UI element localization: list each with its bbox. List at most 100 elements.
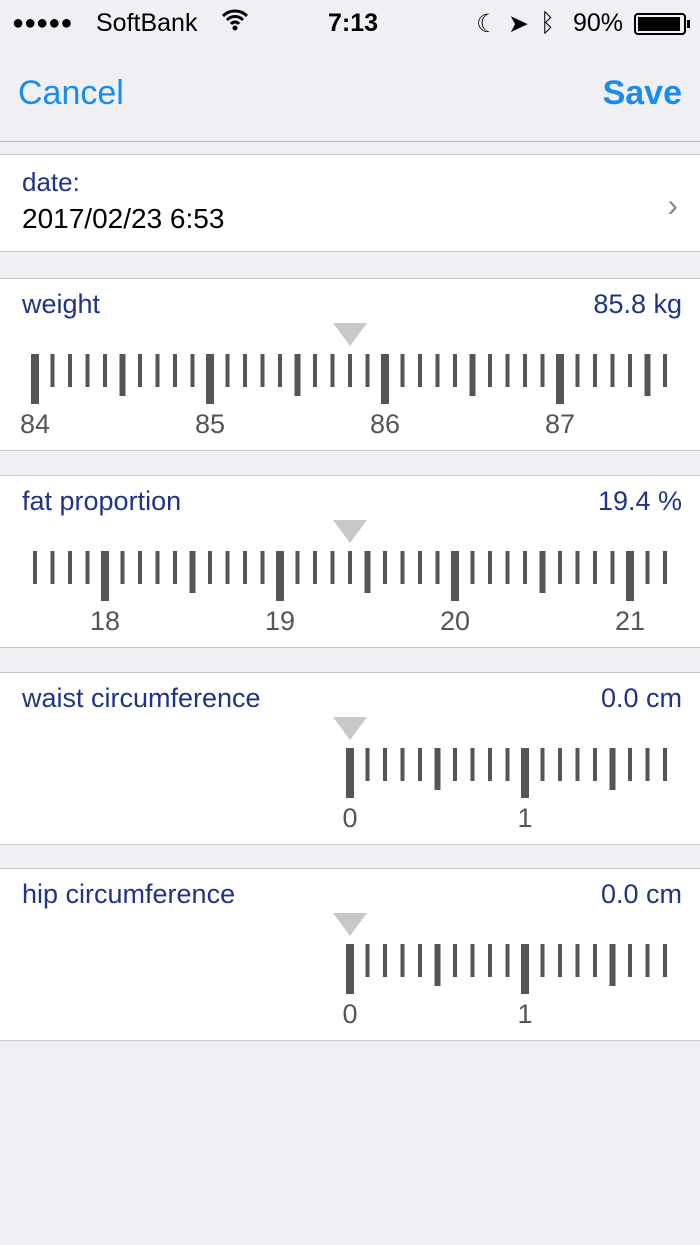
- minor-tick: [50, 551, 55, 584]
- minor-tick: [103, 354, 107, 387]
- major-tick: [346, 944, 354, 994]
- tick-label: 85: [195, 409, 225, 439]
- minor-tick: [138, 551, 142, 584]
- clock: 7:13: [328, 9, 379, 37]
- minor-tick: [575, 748, 580, 781]
- tick-label: 0: [342, 999, 357, 1029]
- minor-tick: [663, 354, 667, 387]
- weight-section: weight 85.8 kg 84 85 86 87: [0, 278, 700, 451]
- major-tick: [521, 748, 529, 798]
- minor-tick: [225, 551, 230, 584]
- minor-tick: [330, 551, 335, 584]
- minor-tick: [155, 551, 160, 584]
- minor-tick: [470, 748, 475, 781]
- minor-tick: [225, 354, 230, 387]
- minor-tick: [383, 551, 387, 584]
- minor-tick: [540, 944, 545, 977]
- minor-tick: [663, 748, 667, 781]
- tick-label: 19: [265, 606, 295, 636]
- minor-tick: [85, 551, 90, 584]
- minor-tick: [539, 551, 546, 593]
- minor-tick: [33, 551, 37, 584]
- date-row[interactable]: date: 2017/02/23 6:53 ›: [0, 154, 700, 252]
- minor-tick: [119, 354, 126, 396]
- minor-tick: [190, 354, 195, 387]
- minor-tick: [628, 748, 632, 781]
- minor-tick: [645, 944, 650, 977]
- date-value: 2017/02/23 6:53: [22, 203, 225, 234]
- major-tick: [31, 354, 39, 404]
- major-tick: [381, 354, 389, 404]
- tick-label: 20: [440, 606, 470, 636]
- tick-label: 18: [90, 606, 120, 636]
- measurement-value: 85.8 kg: [593, 289, 682, 319]
- fat-proportion-section: fat proportion 19.4 % 18 19 20 21: [0, 475, 700, 648]
- nav-bar: Cancel Save: [0, 46, 700, 142]
- measurement-title: waist circumference: [22, 683, 261, 713]
- minor-tick: [470, 551, 475, 584]
- minor-tick: [50, 354, 55, 387]
- weight-ruler-slider[interactable]: 84 85 86 87: [0, 279, 700, 451]
- minor-tick: [330, 354, 335, 387]
- tick-label: 87: [545, 409, 575, 439]
- minor-tick: [505, 748, 510, 781]
- minor-tick: [85, 354, 90, 387]
- tick-label: 84: [20, 409, 50, 439]
- minor-tick: [400, 354, 405, 387]
- minor-tick: [645, 551, 650, 584]
- minor-tick: [505, 354, 510, 387]
- minor-tick: [68, 551, 72, 584]
- major-tick: [556, 354, 564, 404]
- date-label: date:: [22, 167, 80, 197]
- major-tick: [101, 551, 109, 601]
- minor-tick: [434, 748, 441, 790]
- pointer-icon: [333, 913, 367, 936]
- major-tick: [206, 354, 214, 404]
- measurement-title: fat proportion: [22, 486, 182, 516]
- minor-tick: [575, 944, 580, 977]
- minor-tick: [453, 944, 457, 977]
- minor-tick: [418, 944, 422, 977]
- battery-percent: 90%: [573, 9, 624, 37]
- minor-tick: [540, 354, 545, 387]
- minor-tick: [138, 354, 142, 387]
- minor-tick: [558, 551, 562, 584]
- minor-tick: [243, 354, 247, 387]
- minor-tick: [208, 551, 212, 584]
- minor-tick: [313, 354, 317, 387]
- bluetooth-icon: ᛒ: [540, 9, 556, 37]
- save-button[interactable]: Save: [602, 74, 682, 112]
- fat-ruler-slider[interactable]: 18 19 20 21: [0, 476, 700, 648]
- tick-label: 86: [370, 409, 400, 439]
- minor-tick: [418, 551, 422, 584]
- minor-tick: [418, 354, 422, 387]
- minor-tick: [365, 944, 370, 977]
- minor-tick: [609, 748, 616, 790]
- major-tick: [346, 748, 354, 798]
- pointer-icon: [333, 717, 367, 740]
- minor-tick: [294, 354, 301, 396]
- battery-icon: [634, 13, 692, 42]
- minor-tick: [610, 354, 615, 387]
- minor-tick: [663, 944, 667, 977]
- minor-tick: [558, 748, 562, 781]
- cancel-button[interactable]: Cancel: [18, 74, 124, 112]
- minor-tick: [383, 748, 387, 781]
- minor-tick: [644, 354, 651, 396]
- minor-tick: [173, 551, 177, 584]
- minor-tick: [155, 354, 160, 387]
- minor-tick: [610, 551, 615, 584]
- pointer-icon: [333, 323, 367, 346]
- minor-tick: [593, 354, 597, 387]
- minor-tick: [593, 944, 597, 977]
- minor-tick: [523, 551, 527, 584]
- minor-tick: [469, 354, 476, 396]
- minor-tick: [645, 748, 650, 781]
- minor-tick: [348, 551, 352, 584]
- minor-tick: [593, 551, 597, 584]
- minor-tick: [400, 944, 405, 977]
